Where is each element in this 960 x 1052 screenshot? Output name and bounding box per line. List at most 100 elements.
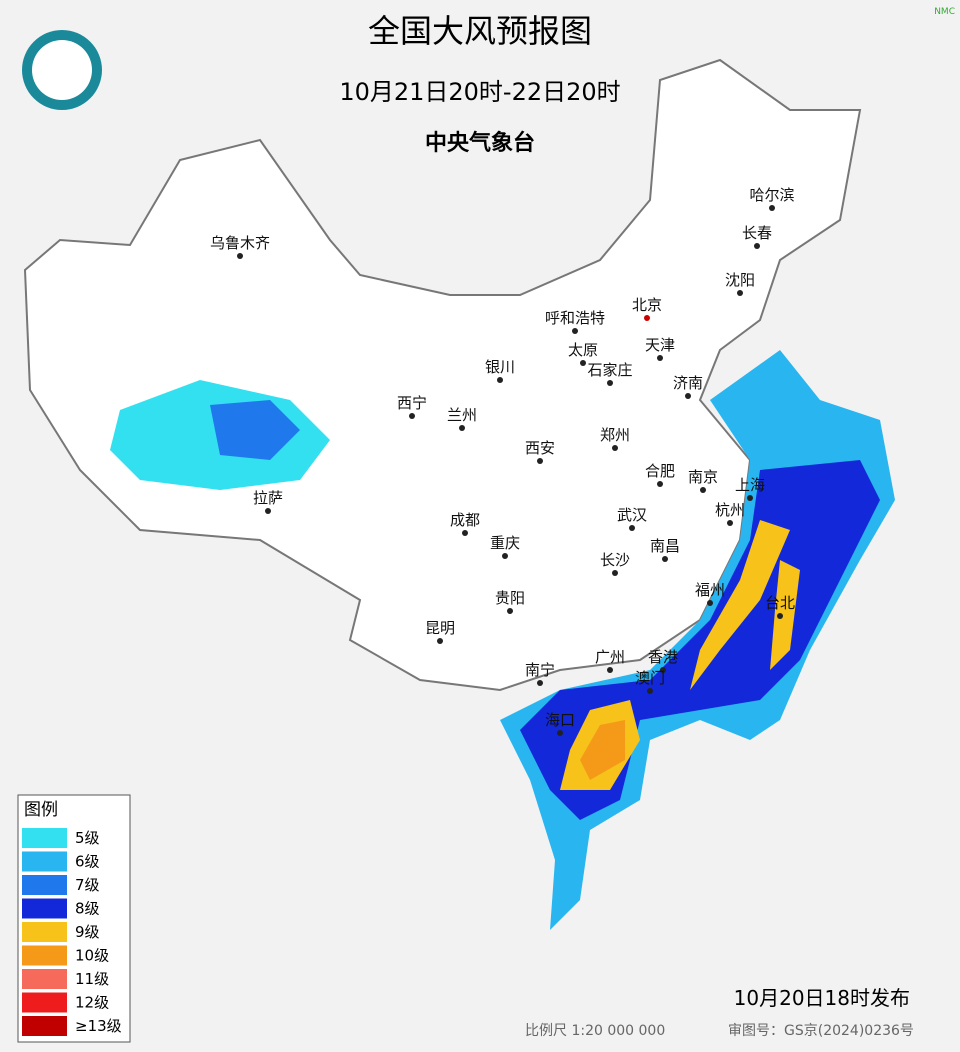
city-dot bbox=[644, 315, 650, 321]
city-label: 哈尔滨 bbox=[749, 186, 794, 204]
city-dot bbox=[647, 688, 653, 694]
city-dot bbox=[707, 600, 713, 606]
city-label: 西宁 bbox=[397, 394, 427, 412]
review-number: 审图号：GS京(2024)0236号 bbox=[728, 1023, 914, 1039]
issuer: 中央气象台 bbox=[425, 130, 535, 156]
land-outline bbox=[23, 58, 862, 692]
city-dot bbox=[685, 393, 691, 399]
city-dot bbox=[502, 553, 508, 559]
city-label: 长沙 bbox=[600, 551, 630, 569]
city-dot bbox=[607, 667, 613, 673]
city-dot bbox=[727, 520, 733, 526]
city-dot bbox=[754, 243, 760, 249]
city-label: 海口 bbox=[545, 711, 575, 729]
city-dot bbox=[662, 556, 668, 562]
legend-label: ≥13级 bbox=[75, 1017, 122, 1035]
city-label: 北京 bbox=[632, 296, 662, 314]
wind-area-9c bbox=[770, 560, 800, 670]
legend-swatch bbox=[22, 992, 67, 1013]
city-label: 拉萨 bbox=[253, 489, 283, 507]
city-label: 呼和浩特 bbox=[545, 309, 605, 327]
city-dot bbox=[409, 413, 415, 419]
legend-swatch bbox=[22, 969, 67, 989]
legend: 图例 5级 6级 7级 8级 9级 10级 11级 12级 ≥13级 bbox=[17, 794, 131, 1043]
city-label: 福州 bbox=[695, 581, 725, 599]
city-label: 西安 bbox=[525, 439, 555, 457]
city-dot bbox=[657, 481, 663, 487]
city-label: 成都 bbox=[450, 511, 480, 529]
city-label: 南昌 bbox=[650, 537, 680, 555]
legend-swatch bbox=[22, 945, 67, 966]
scale: 比例尺 1:20 000 000 bbox=[525, 1023, 665, 1039]
city-label: 澳门 bbox=[635, 669, 665, 687]
legend-swatch bbox=[22, 875, 67, 895]
city-label: 南宁 bbox=[525, 661, 555, 679]
city-label: 杭州 bbox=[715, 501, 745, 519]
city-dot bbox=[572, 328, 578, 334]
legend-label: 9级 bbox=[75, 923, 100, 941]
wind-area-10 bbox=[580, 720, 625, 780]
city-dot bbox=[265, 508, 271, 514]
wind-area-9a bbox=[690, 520, 790, 690]
city-label: 太原 bbox=[568, 341, 598, 359]
city-label: 贵阳 bbox=[495, 589, 525, 607]
city-dot bbox=[607, 380, 613, 386]
city-label: 武汉 bbox=[617, 506, 647, 524]
city-label: 合肥 bbox=[645, 462, 675, 480]
city-label: 昆明 bbox=[425, 619, 455, 637]
city-label: 沈阳 bbox=[725, 271, 755, 289]
city-label: 天津 bbox=[645, 336, 675, 354]
city-dot bbox=[657, 355, 663, 361]
city-dot bbox=[612, 445, 618, 451]
legend-swatch bbox=[22, 898, 67, 919]
city-label: 台北 bbox=[765, 594, 795, 612]
legend-swatch bbox=[22, 851, 67, 872]
city-dot bbox=[737, 290, 743, 296]
legend-swatch bbox=[22, 1016, 67, 1036]
legend-label: 5级 bbox=[75, 829, 100, 847]
city-label: 重庆 bbox=[490, 534, 520, 552]
city-dot bbox=[437, 638, 443, 644]
city-dot bbox=[537, 458, 543, 464]
city-dot bbox=[700, 487, 706, 493]
city-label: 长春 bbox=[742, 224, 772, 242]
legend-label: 8级 bbox=[75, 900, 100, 918]
city-label: 郑州 bbox=[600, 426, 630, 444]
city-label: 香港 bbox=[648, 648, 678, 666]
legend-label: 11级 bbox=[75, 970, 109, 988]
city-dot bbox=[537, 680, 543, 686]
city-label: 济南 bbox=[673, 374, 703, 392]
city-dot bbox=[507, 608, 513, 614]
city-dot bbox=[557, 730, 563, 736]
wind-area-west-core bbox=[210, 400, 300, 460]
city-label: 银川 bbox=[485, 358, 515, 376]
city-label: 乌鲁木齐 bbox=[210, 234, 270, 252]
issued-time: 10月20日18时发布 bbox=[734, 986, 910, 1010]
legend-swatch bbox=[22, 922, 67, 942]
title: 全国大风预报图 bbox=[368, 12, 592, 50]
city-dot bbox=[660, 667, 666, 673]
city-label: 兰州 bbox=[447, 406, 477, 424]
city-label: 上海 bbox=[735, 476, 765, 494]
city-dot bbox=[580, 360, 586, 366]
city-dot bbox=[462, 530, 468, 536]
legend-label: 10级 bbox=[75, 947, 109, 965]
legend-label: 12级 bbox=[75, 994, 109, 1012]
period: 10月21日20时-22日20时 bbox=[339, 78, 620, 106]
city-dot bbox=[747, 495, 753, 501]
city-label: 南京 bbox=[688, 468, 718, 486]
legend-swatch bbox=[22, 828, 67, 848]
city-dot bbox=[612, 570, 618, 576]
logo-inner bbox=[32, 40, 92, 100]
city-label: 广州 bbox=[595, 648, 625, 666]
city-dot bbox=[497, 377, 503, 383]
city-dot bbox=[777, 613, 783, 619]
city-dot bbox=[237, 253, 243, 259]
city-dot bbox=[629, 525, 635, 531]
city-dot bbox=[769, 205, 775, 211]
city-label: 石家庄 bbox=[587, 361, 632, 379]
legend-label: 6级 bbox=[75, 853, 100, 871]
city-dot bbox=[459, 425, 465, 431]
